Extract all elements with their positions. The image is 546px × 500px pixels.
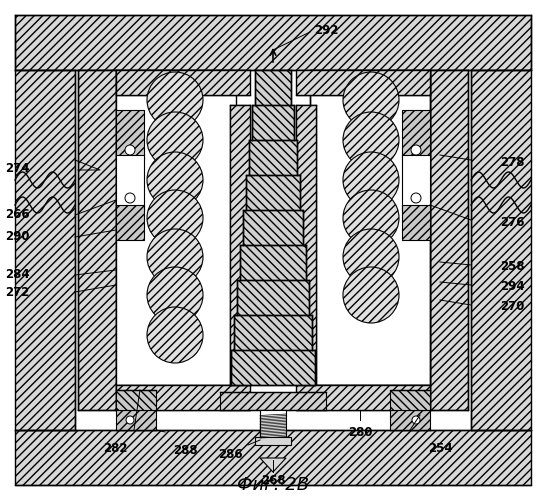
Circle shape	[343, 190, 399, 246]
Bar	[230, 105, 250, 385]
Bar	[255, 437, 291, 445]
Text: 258: 258	[500, 260, 525, 274]
Bar	[116, 155, 144, 210]
Circle shape	[126, 416, 134, 424]
Bar	[116, 205, 144, 240]
Circle shape	[412, 416, 420, 424]
Bar	[220, 392, 326, 410]
Bar	[296, 105, 316, 385]
Bar	[402, 155, 430, 210]
Text: 284: 284	[5, 268, 29, 281]
Bar	[430, 70, 468, 410]
Text: 286: 286	[218, 448, 242, 462]
Circle shape	[343, 229, 399, 285]
Bar	[402, 205, 430, 240]
Bar	[15, 430, 531, 485]
Circle shape	[411, 193, 421, 203]
Circle shape	[343, 72, 399, 128]
Text: 290: 290	[5, 230, 29, 243]
Text: 278: 278	[500, 156, 525, 168]
Circle shape	[147, 229, 203, 285]
Bar	[296, 385, 430, 410]
Text: 272: 272	[5, 286, 29, 298]
Text: 280: 280	[348, 426, 372, 438]
Circle shape	[147, 112, 203, 168]
Text: 282: 282	[103, 442, 127, 454]
Polygon shape	[231, 70, 315, 385]
Circle shape	[147, 72, 203, 128]
Polygon shape	[260, 458, 286, 472]
Bar	[471, 70, 531, 430]
Bar	[296, 70, 430, 95]
Bar	[260, 410, 286, 440]
Bar	[116, 410, 156, 430]
Circle shape	[343, 267, 399, 323]
Bar	[116, 70, 250, 95]
Circle shape	[147, 267, 203, 323]
Text: Фиг. 2B: Фиг. 2B	[237, 476, 309, 494]
Text: 292: 292	[314, 24, 339, 36]
Circle shape	[343, 152, 399, 208]
Bar	[78, 70, 116, 410]
Circle shape	[411, 145, 421, 155]
Circle shape	[125, 193, 135, 203]
Text: 270: 270	[500, 300, 524, 314]
Bar	[402, 110, 430, 160]
Text: 266: 266	[5, 208, 29, 222]
Bar	[15, 15, 531, 70]
Bar	[116, 390, 156, 410]
Bar	[116, 70, 236, 385]
Circle shape	[147, 152, 203, 208]
Text: 294: 294	[500, 280, 525, 293]
Text: 276: 276	[500, 216, 525, 228]
Bar	[116, 385, 250, 410]
Text: 274: 274	[5, 162, 29, 174]
Circle shape	[343, 112, 399, 168]
Bar	[390, 410, 430, 430]
Circle shape	[147, 190, 203, 246]
Circle shape	[147, 307, 203, 363]
Text: 288: 288	[173, 444, 197, 456]
Bar	[310, 70, 430, 385]
Text: 254: 254	[428, 442, 452, 454]
Bar	[116, 110, 144, 160]
Bar	[390, 390, 430, 410]
Text: 268: 268	[260, 474, 286, 486]
Circle shape	[125, 145, 135, 155]
Bar	[15, 70, 75, 430]
